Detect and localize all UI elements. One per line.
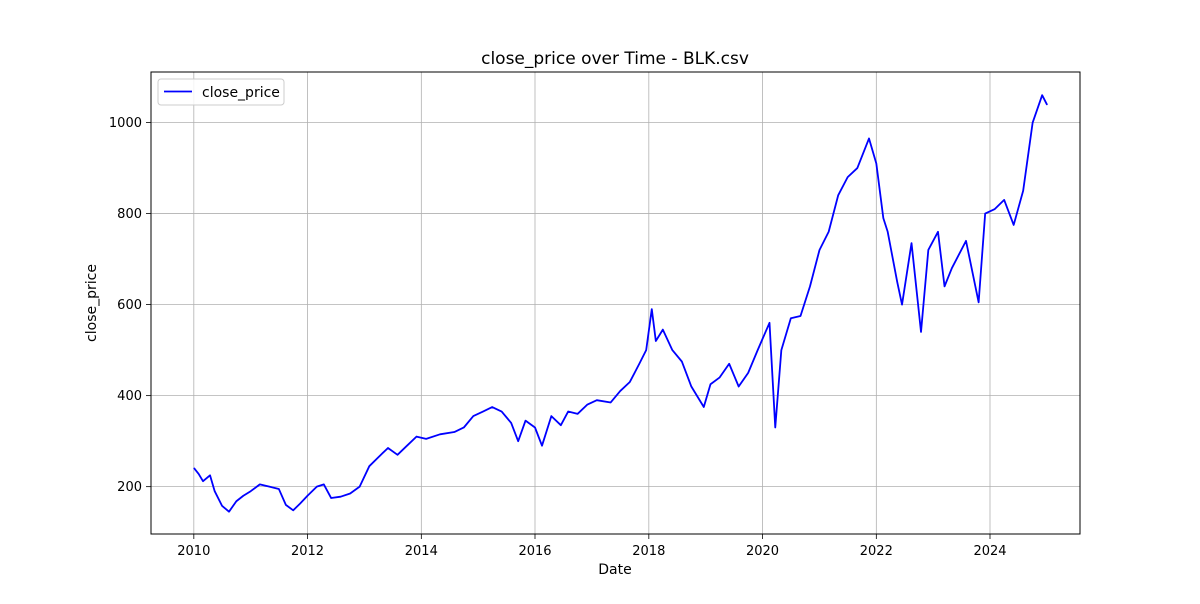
series-layer <box>193 94 1048 513</box>
y-tick-label-1000: 1000 <box>109 116 142 131</box>
x-tick-label-2010: 2010 <box>177 544 210 559</box>
legend: close_price <box>157 78 285 106</box>
x-axis-title: Date <box>598 562 631 578</box>
x-tick-label-2022: 2022 <box>860 544 893 559</box>
y-tick-label-600: 600 <box>117 298 142 313</box>
x-tick-label-2018: 2018 <box>632 544 665 559</box>
y-axis-title: close_price <box>84 264 100 342</box>
legend-label-close-price: close_price <box>202 85 280 101</box>
tick-layer: 2010 2012 2014 2016 2018 2020 2022 2024 200 400 60… <box>109 116 1007 559</box>
x-tick-label-2012: 2012 <box>291 544 324 559</box>
plot-frame <box>150 71 1081 535</box>
y-tick-label-200: 200 <box>117 480 142 495</box>
y-tick-label-400: 400 <box>117 389 142 404</box>
x-tick-label-2014: 2014 <box>405 544 438 559</box>
chart-title: close_price over Time - BLK.csv <box>481 49 749 69</box>
y-tick-label-800: 800 <box>117 207 142 222</box>
x-tick-label-2016: 2016 <box>518 544 551 559</box>
legend-box <box>157 78 285 106</box>
x-tick-label-2020: 2020 <box>746 544 779 559</box>
grid-layer <box>151 72 1080 534</box>
series-line-close-price <box>193 94 1048 513</box>
x-tick-label-2024: 2024 <box>973 544 1006 559</box>
